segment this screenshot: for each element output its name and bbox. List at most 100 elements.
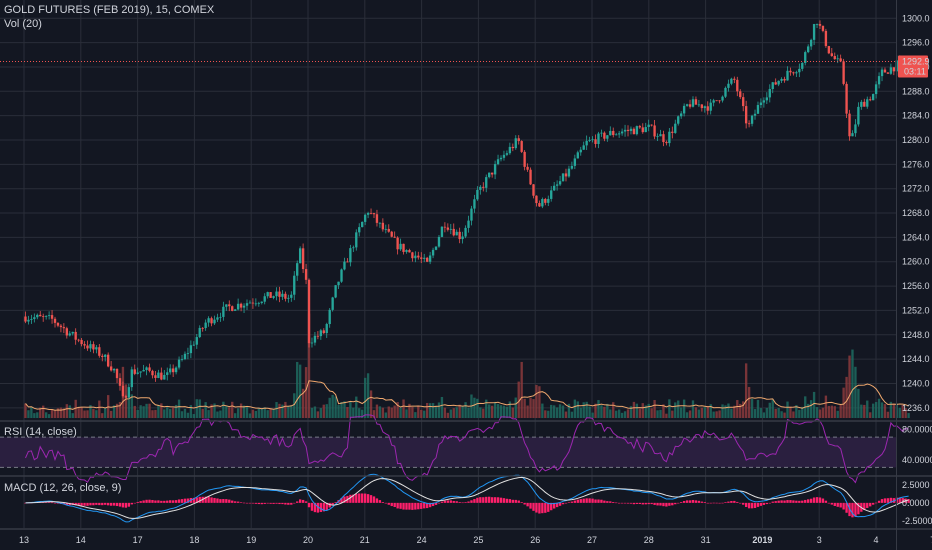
macd-histogram-bar — [263, 502, 266, 504]
macd-histogram-bar — [526, 502, 529, 507]
candle-body — [431, 249, 435, 256]
volume-bar — [579, 407, 582, 418]
macd-histogram-bar — [369, 495, 373, 503]
symbol-title[interactable]: GOLD FUTURES (FEB 2019), 15, COMEX — [4, 4, 215, 16]
macd-histogram-bar — [851, 502, 854, 518]
candle-body — [239, 303, 243, 308]
macd-histogram-bar — [473, 499, 476, 503]
macd-histogram-bar — [260, 502, 263, 505]
macd-histogram-bar — [328, 502, 331, 508]
volume-legend[interactable]: Vol (20) — [4, 18, 42, 30]
volume-bar — [127, 399, 131, 418]
volume-bar — [275, 402, 278, 418]
macd-histogram-bar — [304, 501, 308, 503]
macd-histogram-bar — [626, 502, 630, 504]
macd-histogram-bar — [789, 500, 792, 503]
volume-bar — [467, 407, 470, 418]
volume-bar — [89, 405, 92, 418]
volume-bar — [561, 405, 565, 418]
volume-bar — [390, 407, 393, 418]
candle-body — [709, 102, 712, 111]
macd-histogram-bar — [290, 502, 293, 505]
time-tick-label: 14 — [76, 535, 86, 545]
candle-body — [278, 291, 281, 297]
candle-body — [821, 25, 825, 31]
candle-body — [452, 228, 455, 236]
volume-bar — [195, 399, 198, 418]
candle-body — [780, 78, 783, 81]
macd-legend[interactable]: MACD (12, 26, close, 9) — [4, 482, 122, 494]
candle-body — [195, 337, 198, 345]
macd-histogram-bar — [408, 502, 411, 510]
candle-body — [334, 285, 337, 298]
candle-body — [839, 58, 842, 62]
macd-histogram-bar — [361, 493, 364, 503]
candle-body — [889, 67, 893, 74]
volume-bar — [369, 390, 373, 418]
macd-histogram-bar — [183, 498, 187, 503]
time-axis[interactable]: 13 14 17 18 19 20 21 24 25 26 27 28 31 2019 3 4 7 — [19, 535, 932, 545]
candle-body — [688, 104, 692, 107]
macd-histogram-bar — [609, 501, 612, 503]
volume-bar — [455, 407, 458, 418]
volume-bar — [898, 407, 901, 418]
candle-body — [80, 339, 83, 345]
rsi-tick-label: 40.0000 — [902, 455, 932, 465]
price-axis[interactable]: 1236.0 1240.0 1244.0 1248.0 1252.0 1256.0 1260… — [902, 13, 932, 526]
candle-body — [671, 131, 674, 133]
macd-histogram-bar — [355, 493, 358, 503]
candle-body — [272, 296, 275, 298]
macd-histogram-bar — [573, 500, 577, 503]
volume-bar — [496, 404, 500, 418]
volume-bar — [86, 410, 89, 418]
volume-bar — [488, 404, 491, 418]
candle-body — [588, 139, 591, 141]
macd-histogram-bar — [727, 501, 730, 503]
volume-bar — [142, 406, 145, 418]
rsi-legend[interactable]: RSI (14, close) — [4, 426, 77, 438]
volume-bar — [260, 407, 263, 418]
volume-bar — [343, 401, 346, 418]
candle-body — [151, 370, 154, 376]
macd-histogram-bar — [679, 502, 683, 503]
candle-body — [269, 292, 272, 298]
candle-body — [712, 100, 715, 103]
volume-bar — [662, 404, 665, 418]
volume-bar — [301, 388, 305, 418]
volume-bar — [564, 411, 568, 418]
macd-histogram-bar — [452, 500, 455, 503]
volume-bar — [603, 406, 606, 418]
volume-bar — [118, 401, 122, 418]
macd-pane[interactable] — [24, 473, 910, 523]
candle-body — [455, 231, 458, 236]
candle-body — [458, 231, 461, 240]
candle-body — [591, 139, 594, 141]
volume-bar — [33, 413, 36, 418]
candle-body — [659, 134, 662, 137]
candle-body — [606, 135, 609, 139]
volume-bar — [198, 399, 201, 418]
candle-body — [30, 318, 33, 320]
macd-histogram-bar — [358, 493, 361, 503]
macd-histogram-bar — [86, 502, 89, 506]
candle-body — [275, 291, 278, 297]
candle-body — [319, 330, 323, 337]
volume-bar — [597, 400, 600, 418]
volume-bar — [854, 366, 857, 418]
volume-bar — [358, 408, 361, 418]
candle-body — [467, 220, 470, 228]
candle-body — [340, 269, 343, 282]
candle-body — [620, 131, 624, 134]
price-pane[interactable] — [0, 20, 910, 418]
volume-bar — [266, 410, 269, 418]
macd-histogram-bar — [47, 502, 51, 503]
candle-body — [74, 331, 77, 340]
macd-histogram-bar — [629, 502, 633, 504]
price-tick-label: 1264.0 — [902, 232, 930, 242]
candle-body — [36, 314, 39, 318]
rsi-pane[interactable] — [0, 414, 909, 484]
volume-bar — [298, 364, 302, 418]
macd-histogram-bar — [883, 498, 887, 503]
volume-bar — [68, 405, 71, 418]
